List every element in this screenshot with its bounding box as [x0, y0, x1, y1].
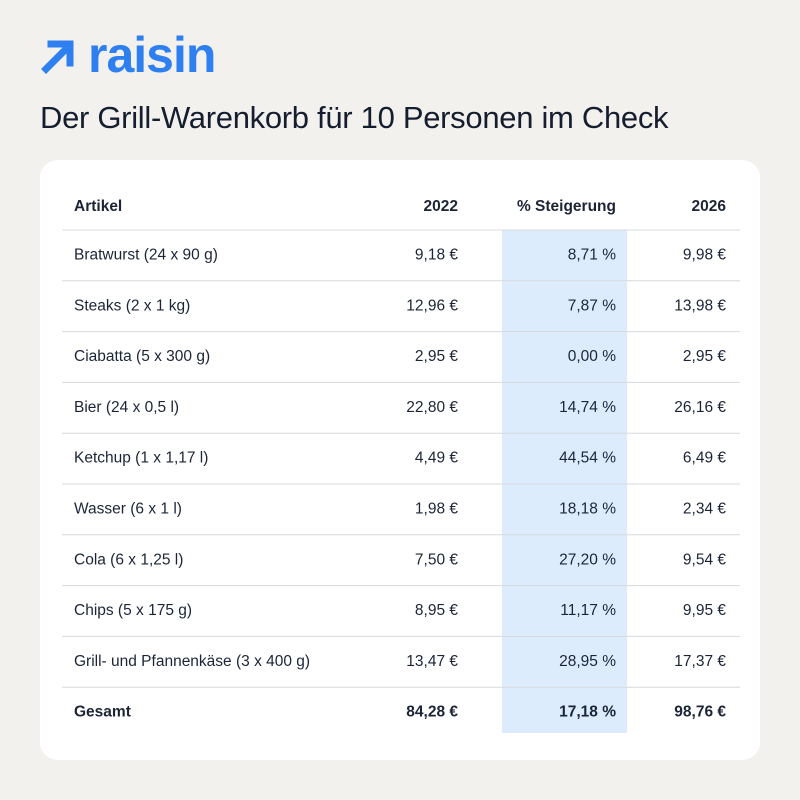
total-cell: 84,28 €	[406, 704, 458, 721]
cell: 22,80 €	[406, 399, 458, 416]
cell: 27,20 %	[559, 551, 616, 568]
cell: 14,74 %	[559, 399, 616, 416]
header-cell: Artikel	[74, 198, 122, 215]
cell: 17,37 €	[674, 653, 726, 670]
cell: 1,98 €	[415, 500, 458, 517]
table-card: Artikel 2022 % Steigerung 2026 Bratwurst (24…	[40, 160, 760, 760]
cell: Ketchup (1 x 1,17 l)	[74, 450, 208, 467]
cell: 11,17 %	[560, 602, 616, 619]
cell: 12,96 €	[406, 297, 458, 314]
cell: 44,54 %	[559, 450, 616, 467]
cell: Bratwurst (24 x 90 g)	[74, 246, 218, 263]
cell: 8,95 €	[415, 602, 458, 619]
highlight-column	[502, 230, 627, 733]
total-cell: 98,76 €	[674, 704, 726, 721]
cell: 9,95 €	[683, 602, 726, 619]
title: Der Grill-Warenkorb für 10 Personen im C…	[40, 100, 669, 135]
cell: Cola (6 x 1,25 l)	[74, 551, 183, 568]
cell: 26,16 €	[674, 399, 726, 416]
header-cell: 2022	[424, 198, 458, 215]
cell: 28,95 %	[559, 653, 616, 670]
cell: 13,98 €	[674, 297, 726, 314]
logo-arrow	[41, 40, 74, 74]
cell: 9,98 €	[683, 246, 726, 263]
total-cell: 17,18 %	[559, 704, 616, 721]
cell: 2,34 €	[683, 500, 726, 517]
cell: Bier (24 x 0,5 l)	[74, 399, 179, 416]
cell: 2,95 €	[415, 348, 458, 365]
header-cell: 2026	[692, 198, 727, 215]
cell: 9,18 €	[415, 246, 458, 263]
cell: 6,49 €	[683, 450, 726, 467]
cell: 13,47 €	[406, 653, 458, 670]
cell: 18,18 %	[559, 500, 616, 517]
cell: Wasser (6 x 1 l)	[74, 500, 182, 517]
cell: 7,87 %	[568, 297, 616, 314]
header-cell: % Steigerung	[517, 198, 616, 215]
cell: Chips (5 x 175 g)	[74, 602, 192, 619]
cell: Steaks (2 x 1 kg)	[74, 297, 190, 314]
logo-text: raisin	[88, 27, 216, 83]
cell: 7,50 €	[415, 551, 458, 568]
cell: 0,00 %	[568, 348, 616, 365]
cell: Grill- und Pfannenkäse (3 x 400 g)	[74, 653, 310, 670]
cell: Ciabatta (5 x 300 g)	[74, 348, 210, 365]
table: Artikel 2022 % Steigerung 2026 Bratwurst (24…	[62, 198, 740, 733]
cell: 9,54 €	[683, 551, 726, 568]
total-cell: Gesamt	[74, 704, 131, 721]
logo: raisin	[38, 27, 216, 83]
cell: 8,71 %	[568, 246, 616, 263]
cell: 4,49 €	[415, 450, 458, 467]
cell: 2,95 €	[683, 348, 726, 365]
